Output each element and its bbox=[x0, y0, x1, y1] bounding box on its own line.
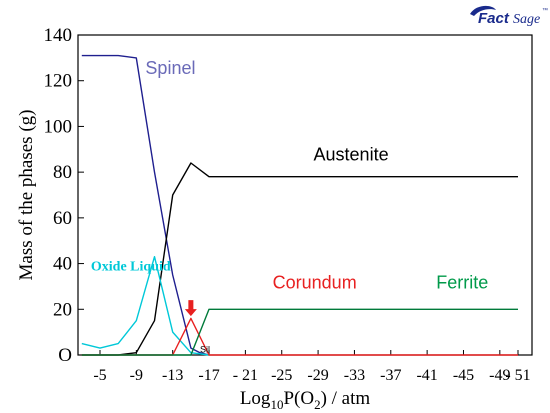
logo-tm: ™ bbox=[542, 7, 548, 14]
y-axis: 140 120 100 80 60 40 20 O bbox=[44, 25, 84, 366]
corundum-arrow-icon bbox=[184, 300, 197, 317]
x-tick-label: -49 bbox=[489, 367, 510, 384]
y-axis-title: Mass of the phases (g) bbox=[16, 110, 37, 281]
logo-part2: Sage bbox=[513, 12, 540, 27]
series-line-corundum bbox=[81, 317, 518, 356]
label-ferrite: Ferrite bbox=[436, 273, 488, 293]
x-tick-label: -33 bbox=[344, 367, 365, 384]
label-sil: Sil bbox=[200, 345, 210, 355]
x-tick-label: -13 bbox=[162, 367, 183, 384]
x-axis: -5 -9 -13 -17 - 21 -25 -29 -33 -37 -41 -45 -49- 51 bbox=[93, 350, 531, 384]
x-tick-label: -29 bbox=[307, 367, 328, 384]
x-tick-label: -37 bbox=[380, 367, 401, 384]
label-austenite: Austenite bbox=[314, 145, 389, 165]
y-tick-label: 80 bbox=[53, 162, 72, 183]
y-tick-label: 40 bbox=[53, 254, 72, 275]
x-tick-label: -17 bbox=[198, 367, 219, 384]
y-tick-label: 140 bbox=[44, 25, 73, 46]
y-tick-label: 100 bbox=[44, 116, 73, 137]
label-spinel: Spinel bbox=[145, 58, 195, 78]
y-tick-label: 120 bbox=[44, 71, 73, 92]
y-tick-label: 20 bbox=[53, 299, 72, 320]
x-axis-title: Log10P(O2) / atm bbox=[240, 388, 371, 412]
x-tick-label: -41 bbox=[416, 367, 437, 384]
logo-swoosh-icon bbox=[470, 5, 496, 16]
x-tick-label: -9 bbox=[130, 367, 143, 384]
series-line-oxide-liquid bbox=[81, 256, 210, 356]
series-line-spinel bbox=[81, 54, 210, 356]
x-tick-label: - 51 bbox=[505, 367, 530, 384]
logo-part1: Fact bbox=[478, 10, 510, 27]
factsage-logo: Fact Sage ™ bbox=[470, 5, 548, 27]
x-tick-label: - 21 bbox=[233, 367, 258, 384]
label-oxide-liquid: Oxide Liquid bbox=[91, 259, 171, 274]
series-line-ferrite bbox=[81, 308, 518, 356]
series-lines bbox=[81, 54, 518, 356]
plot-frame bbox=[77, 34, 533, 356]
label-corundum: Corundum bbox=[273, 273, 357, 293]
series-labels: Spinel Austenite Oxide Liquid Corundum Ferri… bbox=[91, 58, 488, 355]
arrow-shape bbox=[184, 300, 197, 317]
y-tick-label: O bbox=[58, 345, 72, 366]
x-tick-label: -45 bbox=[453, 367, 474, 384]
x-tick-label: -5 bbox=[93, 367, 106, 384]
x-tick-label: -25 bbox=[271, 367, 292, 384]
y-tick-label: 60 bbox=[53, 208, 72, 229]
